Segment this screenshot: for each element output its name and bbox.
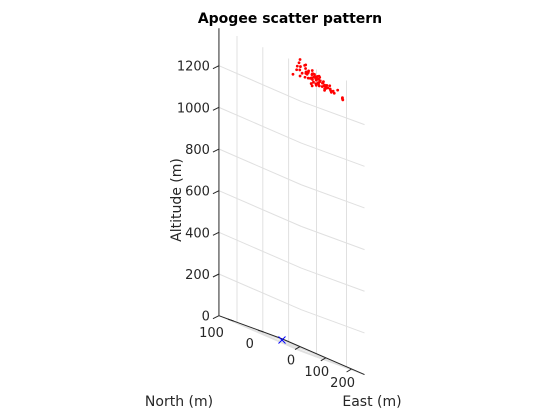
z-tick-mark bbox=[212, 190, 220, 195]
z-tick-mark bbox=[212, 315, 220, 320]
apogee-point bbox=[304, 67, 307, 70]
z-tick-label: 200 bbox=[185, 268, 210, 283]
apogee-point bbox=[310, 76, 314, 80]
z-tick-mark bbox=[212, 148, 220, 153]
y-axis-label: North (m) bbox=[145, 394, 213, 410]
apogee-point bbox=[310, 69, 314, 72]
apogee-point bbox=[341, 96, 344, 100]
z-tick-label: 400 bbox=[185, 226, 210, 241]
z-tick-label: 0 bbox=[202, 310, 210, 325]
x-tick-label: 0 bbox=[287, 354, 295, 369]
x-tick-label: 100 bbox=[304, 365, 329, 380]
y-tick-mark bbox=[227, 318, 235, 322]
apogee-point bbox=[326, 86, 330, 90]
side-wall-grid-line bbox=[301, 101, 365, 126]
x-tick-label: 200 bbox=[330, 376, 355, 391]
side-wall-grid-line bbox=[301, 351, 365, 376]
apogee-point bbox=[341, 98, 345, 102]
apogee-point bbox=[331, 89, 335, 93]
side-wall-grid-line bbox=[301, 184, 365, 209]
apogee-point bbox=[291, 72, 295, 76]
back-wall-grid-line bbox=[218, 65, 302, 102]
apogee-point bbox=[318, 80, 322, 84]
apogee-point bbox=[336, 88, 340, 92]
apogee-point bbox=[314, 84, 318, 87]
x-tick-mark bbox=[346, 368, 352, 373]
side-wall-grid-line bbox=[301, 226, 365, 251]
back-wall-grid-line bbox=[218, 148, 302, 186]
back-wall-grid-line bbox=[218, 106, 302, 144]
apogee-point bbox=[325, 83, 329, 87]
z-tick-mark bbox=[212, 65, 220, 70]
y-tick-label: 0 bbox=[246, 337, 254, 352]
x-axis-line bbox=[281, 338, 365, 376]
chart-title: Apogee scatter pattern bbox=[198, 11, 382, 27]
apogee-point bbox=[306, 76, 310, 80]
back-wall-grid-line bbox=[218, 190, 302, 227]
grid-layer bbox=[218, 36, 365, 376]
apogee-point bbox=[303, 75, 307, 79]
side-wall-grid-line bbox=[301, 309, 365, 334]
z-tick-label: 1200 bbox=[177, 60, 210, 75]
z-tick-mark bbox=[212, 231, 220, 236]
apogee-point bbox=[314, 76, 318, 80]
z-tick-label: 600 bbox=[185, 185, 210, 200]
y-tick-label: 100 bbox=[199, 326, 224, 341]
apogee-point bbox=[320, 85, 324, 88]
x-axis-label: East (m) bbox=[342, 394, 401, 410]
apogee-point bbox=[321, 81, 324, 85]
apogee-point bbox=[304, 71, 308, 75]
apogee-point bbox=[332, 91, 336, 95]
back-wall-grid-line bbox=[218, 231, 302, 269]
apogee-point bbox=[298, 74, 302, 78]
back-wall-grid-line bbox=[218, 273, 302, 311]
apogee-point bbox=[295, 64, 299, 68]
apogee-point bbox=[328, 84, 332, 88]
apogee-point bbox=[317, 74, 321, 78]
z-tick-mark bbox=[212, 273, 220, 278]
apogee-point bbox=[309, 82, 313, 85]
apogee-point bbox=[298, 68, 302, 72]
apogee-point bbox=[297, 61, 301, 65]
axis-layer bbox=[218, 28, 365, 376]
apogee-point bbox=[298, 58, 302, 61]
y-tick-mark bbox=[257, 329, 265, 333]
apogee-point bbox=[310, 84, 314, 88]
point-layer bbox=[278, 58, 345, 344]
launch-site-marker bbox=[278, 336, 286, 344]
x-tick-mark bbox=[294, 346, 301, 351]
apogee-point bbox=[307, 69, 311, 73]
floor-grid-line bbox=[233, 320, 317, 358]
apogee-point bbox=[317, 84, 321, 88]
side-wall-grid-line bbox=[301, 142, 365, 167]
side-wall-grid-line bbox=[301, 267, 365, 292]
apogee-point bbox=[304, 63, 308, 67]
floor-grid-line bbox=[263, 331, 347, 369]
back-wall-grid-line bbox=[218, 315, 302, 352]
apogee-point bbox=[310, 72, 314, 76]
z-axis-label: Altitude (m) bbox=[169, 158, 185, 242]
x-tick-mark bbox=[320, 357, 327, 362]
apogee-point bbox=[312, 80, 315, 84]
apogee-point bbox=[299, 65, 302, 68]
z-tick-label: 1000 bbox=[177, 101, 210, 116]
z-tick-label: 800 bbox=[185, 143, 210, 158]
apogee-point bbox=[295, 68, 299, 72]
apogee-point bbox=[300, 71, 304, 75]
launch-site-marker-stroke bbox=[278, 336, 286, 344]
z-tick-mark bbox=[212, 106, 220, 111]
